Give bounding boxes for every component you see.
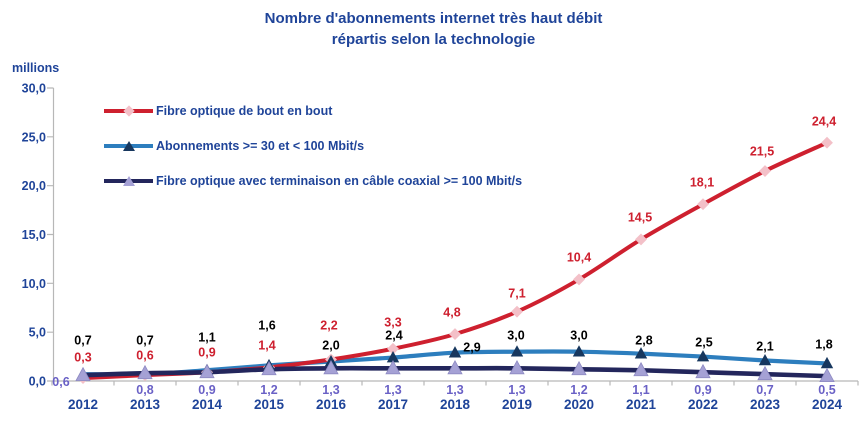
svg-text:2013: 2013 [130,397,161,412]
svg-text:2,2: 2,2 [320,318,337,332]
svg-text:0,7: 0,7 [136,333,153,347]
legend-item-abonnements: Abonnements >= 30 et < 100 Mbit/s [104,138,522,154]
svg-text:5,0: 5,0 [29,326,46,340]
svg-text:1,3: 1,3 [446,383,463,397]
legend-label: Fibre optique de bout en bout [156,104,333,118]
svg-text:2014: 2014 [192,397,223,412]
svg-text:1,4: 1,4 [258,338,275,352]
svg-text:15,0: 15,0 [22,228,46,242]
svg-text:1,2: 1,2 [570,383,587,397]
svg-text:2017: 2017 [378,397,408,412]
svg-text:0,5: 0,5 [818,383,835,397]
legend-label: Abonnements >= 30 et < 100 Mbit/s [156,139,365,153]
svg-text:1,3: 1,3 [508,383,525,397]
svg-text:2,9: 2,9 [463,340,480,354]
svg-text:2022: 2022 [688,397,718,412]
svg-text:25,0: 25,0 [22,130,46,144]
svg-text:0,6: 0,6 [52,375,69,389]
svg-text:0,3: 0,3 [74,350,91,364]
svg-text:1,1: 1,1 [198,330,215,344]
svg-text:2024: 2024 [812,397,843,412]
svg-text:1,8: 1,8 [815,337,832,351]
svg-text:4,8: 4,8 [443,305,460,319]
svg-text:2,1: 2,1 [756,339,773,353]
svg-text:0,7: 0,7 [756,383,773,397]
svg-text:2015: 2015 [254,397,285,412]
legend-line-sample-blue [104,141,153,151]
svg-text:3,3: 3,3 [384,315,401,329]
triangle-marker-icon [122,141,135,151]
svg-text:24,4: 24,4 [812,114,836,128]
svg-text:7,1: 7,1 [508,286,525,300]
legend: Fibre optique de bout en bout Abonnement… [104,103,522,208]
legend-item-fibre: Fibre optique de bout en bout [104,103,522,119]
legend-label: Fibre optique avec terminaison en câble … [156,174,523,188]
svg-text:2018: 2018 [440,397,471,412]
svg-text:18,1: 18,1 [690,175,714,189]
chart-title-line2: répartis selon la technologie [331,31,536,48]
svg-text:20,0: 20,0 [22,179,46,193]
svg-text:0,7: 0,7 [74,333,91,347]
svg-text:3,0: 3,0 [507,328,524,342]
svg-text:2012: 2012 [68,397,98,412]
svg-text:2020: 2020 [564,397,594,412]
svg-text:1,2: 1,2 [260,383,277,397]
svg-text:0,9: 0,9 [198,345,215,359]
chart-title: Nombre d'abonnements internet très haut … [0,8,867,50]
diamond-marker-icon [122,105,135,117]
svg-text:0,9: 0,9 [694,383,711,397]
svg-text:2019: 2019 [502,397,532,412]
legend-line-sample-red [104,105,153,117]
svg-text:0,9: 0,9 [198,383,215,397]
svg-text:2,8: 2,8 [635,333,652,347]
y-axis-unit-label: millions [12,61,60,75]
svg-text:2016: 2016 [316,397,347,412]
svg-text:3,0: 3,0 [570,328,587,342]
svg-text:2,5: 2,5 [695,335,712,349]
svg-text:1,3: 1,3 [384,383,401,397]
svg-text:21,5: 21,5 [750,144,774,158]
svg-text:0,6: 0,6 [136,348,153,362]
svg-text:0,8: 0,8 [136,383,153,397]
svg-text:30,0: 30,0 [22,82,46,96]
svg-text:10,0: 10,0 [22,277,46,291]
svg-text:14,5: 14,5 [628,210,652,224]
svg-text:2,4: 2,4 [385,328,402,342]
svg-text:2,0: 2,0 [322,338,339,352]
svg-text:2021: 2021 [626,397,657,412]
triangle-marker-icon [122,176,135,186]
svg-text:1,6: 1,6 [258,318,275,332]
chart-title-line1: Nombre d'abonnements internet très haut … [264,10,603,27]
legend-item-coaxial: Fibre optique avec terminaison en câble … [104,173,522,189]
legend-line-sample-navy [104,176,153,186]
svg-text:0,0: 0,0 [29,375,46,389]
svg-text:1,1: 1,1 [632,383,649,397]
svg-text:10,4: 10,4 [567,250,591,264]
svg-text:2023: 2023 [750,397,781,412]
svg-text:1,3: 1,3 [322,383,339,397]
